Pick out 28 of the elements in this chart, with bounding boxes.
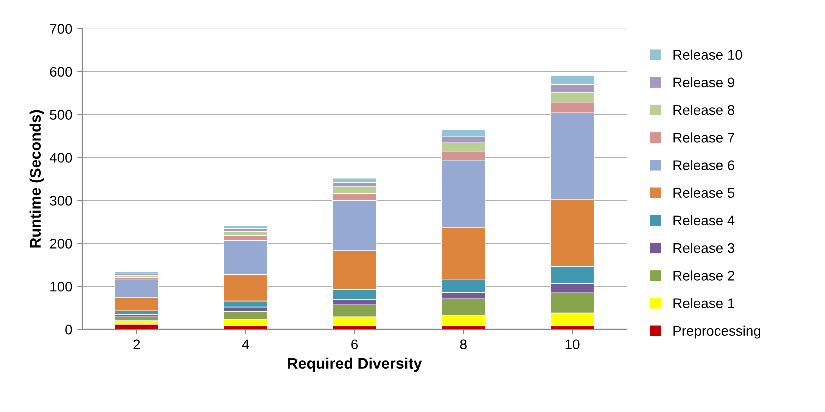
legend-label: Preprocessing [674, 326, 760, 339]
legend-label: Release 4 [674, 215, 735, 226]
legend-label: Release 5 [674, 188, 735, 198]
x-tick-label: 8 [460, 340, 467, 350]
y-tick-label: 600 [50, 67, 72, 77]
legend-label: Release 9 [674, 77, 734, 88]
legend-label: Release 7 [674, 132, 734, 143]
legend-label: Release 10 [674, 50, 742, 60]
y-tick-label: 100 [50, 282, 72, 292]
bar [332, 178, 377, 184]
y-tick-label: 0 [66, 324, 72, 335]
legend-label: Release 3 [674, 243, 735, 254]
legend-label: Release 1 [674, 298, 734, 308]
bar [224, 225, 268, 229]
x-axis-title: Required Diversity [288, 358, 422, 372]
y-tick-label: 200 [50, 239, 72, 249]
x-tick-label: 6 [352, 340, 358, 350]
x-tick-label: 2 [134, 340, 140, 350]
y-tick-label: 300 [50, 196, 72, 206]
y-tick-label: 400 [50, 153, 72, 163]
legend-label: Release 2 [674, 270, 734, 281]
y-tick-label: 700 [50, 24, 72, 34]
y-tick-label: 500 [50, 110, 72, 120]
x-tick-label: 10 [566, 340, 580, 350]
legend-label: Release 6 [674, 160, 735, 170]
x-tick-label: 4 [242, 340, 250, 350]
legend-label: Release 8 [674, 105, 735, 116]
y-axis-title: Runtime (Seconds) [30, 110, 44, 248]
